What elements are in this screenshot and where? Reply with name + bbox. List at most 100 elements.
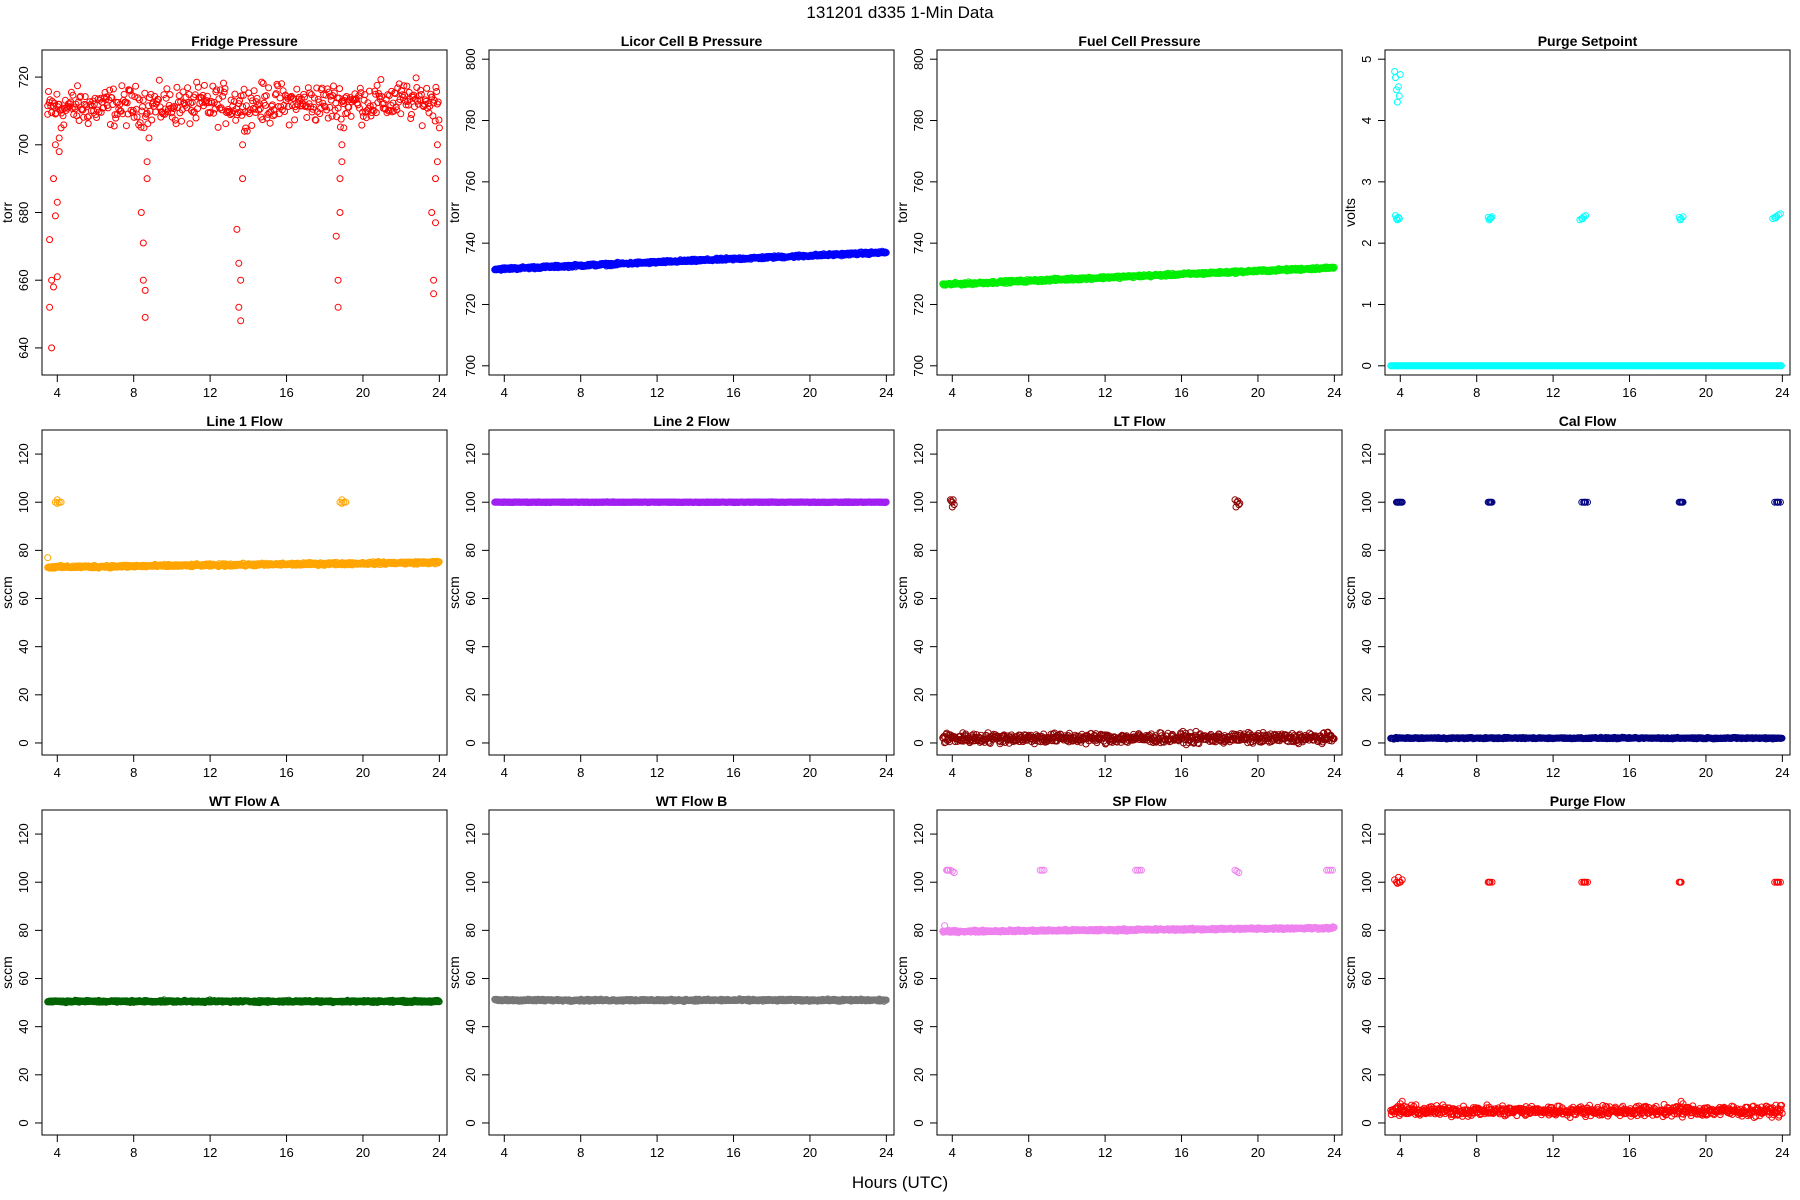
data-point <box>388 87 396 95</box>
data-point <box>366 102 374 110</box>
panel-title: Purge Setpoint <box>1538 33 1638 49</box>
data-point <box>312 116 320 124</box>
data-point <box>203 92 211 100</box>
y-tick-label: 120 <box>463 443 478 465</box>
data-point <box>330 89 338 97</box>
data-point <box>239 175 247 183</box>
data-point <box>72 100 80 108</box>
data-point <box>1391 68 1399 75</box>
y-tick-label: 680 <box>16 202 31 224</box>
data-point <box>50 283 57 291</box>
data-point <box>354 101 362 109</box>
data-point <box>177 98 185 106</box>
data-point <box>239 141 247 149</box>
data-point <box>129 107 137 114</box>
data-point <box>301 93 308 101</box>
data-point <box>226 107 234 115</box>
data-point <box>284 103 292 110</box>
data-point <box>348 98 356 106</box>
data-point <box>206 109 214 117</box>
data-point <box>194 83 202 91</box>
data-point <box>281 108 289 115</box>
data-point <box>175 92 183 100</box>
y-axis-label: sccm <box>1342 576 1358 609</box>
data-point <box>216 86 224 94</box>
x-tick-label: 24 <box>879 385 893 400</box>
y-tick-label: 20 <box>16 688 31 702</box>
y-tick-label: 80 <box>463 543 478 557</box>
x-tick-label: 20 <box>356 385 370 400</box>
data-point <box>430 290 438 298</box>
data-point <box>232 116 240 124</box>
data-point <box>51 141 59 149</box>
data-point <box>48 344 56 352</box>
x-tick-label: 4 <box>1397 765 1404 780</box>
data-point <box>338 141 346 149</box>
data-point <box>147 90 155 98</box>
x-tick-label: 12 <box>1098 385 1112 400</box>
data-point <box>139 103 146 111</box>
data-point <box>428 209 436 216</box>
data-point <box>55 134 63 142</box>
data-point <box>53 198 61 206</box>
panel-title: Fuel Cell Pressure <box>1078 33 1200 49</box>
y-tick-label: 760 <box>911 171 926 193</box>
y-tick-label: 80 <box>16 543 31 557</box>
x-tick-label: 8 <box>577 765 584 780</box>
data-point <box>57 124 65 132</box>
data-point <box>336 209 344 216</box>
data-point <box>358 121 366 129</box>
data-point <box>55 148 63 156</box>
data-point <box>377 76 385 83</box>
data-point <box>231 90 239 98</box>
y-tick-label: 780 <box>911 110 926 132</box>
data-point <box>233 225 241 233</box>
data-point <box>417 86 425 94</box>
data-point <box>207 108 214 116</box>
data-point <box>385 92 393 99</box>
data-point <box>347 112 355 120</box>
data-point <box>292 106 300 113</box>
x-tick-label: 16 <box>279 765 293 780</box>
y-axis-label: sccm <box>0 576 15 609</box>
y-tick-label: 60 <box>16 591 31 605</box>
x-tick-label: 4 <box>54 765 61 780</box>
x-tick-label: 16 <box>279 385 293 400</box>
data-point <box>246 106 254 114</box>
y-tick-label: 0 <box>1359 362 1374 369</box>
data-point <box>209 82 217 90</box>
x-tick-label: 16 <box>1174 765 1188 780</box>
data-point <box>337 115 345 123</box>
plot-frame <box>488 49 895 376</box>
data-point <box>332 232 340 240</box>
x-tick-label: 24 <box>1775 765 1789 780</box>
data-point <box>178 117 185 125</box>
data-point <box>146 107 154 115</box>
data-point <box>431 117 439 125</box>
data-point <box>248 122 256 129</box>
data-point <box>162 94 170 102</box>
data-point <box>417 91 425 98</box>
panel-title: Cal Flow <box>1559 413 1617 429</box>
data-point <box>423 84 431 92</box>
x-tick-label: 24 <box>432 385 446 400</box>
data-point <box>400 82 408 90</box>
y-tick-label: 5 <box>1359 56 1374 63</box>
data-point <box>402 101 410 109</box>
data-point <box>119 110 127 118</box>
data-point <box>303 114 311 121</box>
data-point <box>45 88 52 95</box>
data-point <box>131 93 139 101</box>
data-point <box>75 117 83 124</box>
x-tick-label: 8 <box>130 765 137 780</box>
y-tick-label: 80 <box>1359 543 1374 557</box>
data-point <box>81 93 89 101</box>
data-point <box>215 95 223 103</box>
x-tick-label: 4 <box>949 385 956 400</box>
data-point <box>126 87 134 95</box>
data-point <box>74 98 82 106</box>
data-point <box>424 104 431 112</box>
